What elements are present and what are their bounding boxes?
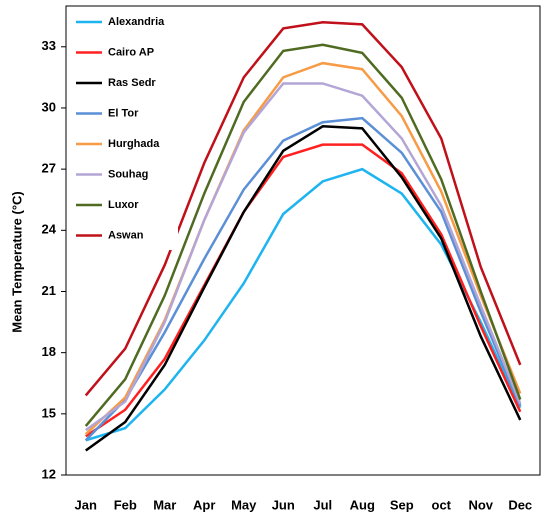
- x-tick-label: Jul: [313, 497, 332, 512]
- line-series: [85, 125, 522, 452]
- y-tick-label: 30: [42, 99, 56, 114]
- x-tick-label: Apr: [193, 497, 215, 512]
- line-series: [85, 82, 522, 432]
- y-tick-label: 12: [42, 466, 56, 481]
- x-tick-label: Aug: [350, 497, 375, 512]
- y-tick-label: 15: [42, 405, 56, 420]
- x-tick-label: Dec: [508, 497, 532, 512]
- line-series: [84, 21, 522, 397]
- line-series: [84, 116, 522, 442]
- legend-label: Ras Sedr: [108, 77, 156, 89]
- legend-label: Hurghada: [108, 138, 160, 150]
- legend-label: Cairo AP: [108, 46, 154, 58]
- y-tick-label: 27: [42, 161, 56, 176]
- x-tick-label: Jun: [272, 497, 295, 512]
- legend-box: [70, 10, 178, 250]
- x-tick-label: Jan: [75, 497, 97, 512]
- legend-label: Souhag: [108, 168, 148, 180]
- line-series: [85, 143, 522, 438]
- x-tick-label: Mar: [153, 497, 176, 512]
- x-tick-label: oct: [432, 497, 452, 512]
- legend-label: El Tor: [108, 107, 139, 119]
- x-tick-label: May: [231, 497, 257, 512]
- y-tick-label: 33: [42, 38, 56, 53]
- x-tick-label: Nov: [468, 497, 493, 512]
- line-series: [84, 43, 522, 427]
- legend-label: Luxor: [108, 199, 139, 211]
- y-tick-label: 21: [42, 283, 56, 298]
- legend-label: Aswan: [108, 229, 144, 241]
- x-tick-label: Sep: [390, 497, 414, 512]
- plot-area: [65, 5, 541, 476]
- x-tick-label: Feb: [114, 497, 137, 512]
- y-axis-label: Mean Temperature (°C): [9, 191, 24, 332]
- y-tick-label: 24: [42, 222, 57, 237]
- y-tick-label: 18: [42, 344, 56, 359]
- legend-label: Alexandria: [108, 16, 165, 28]
